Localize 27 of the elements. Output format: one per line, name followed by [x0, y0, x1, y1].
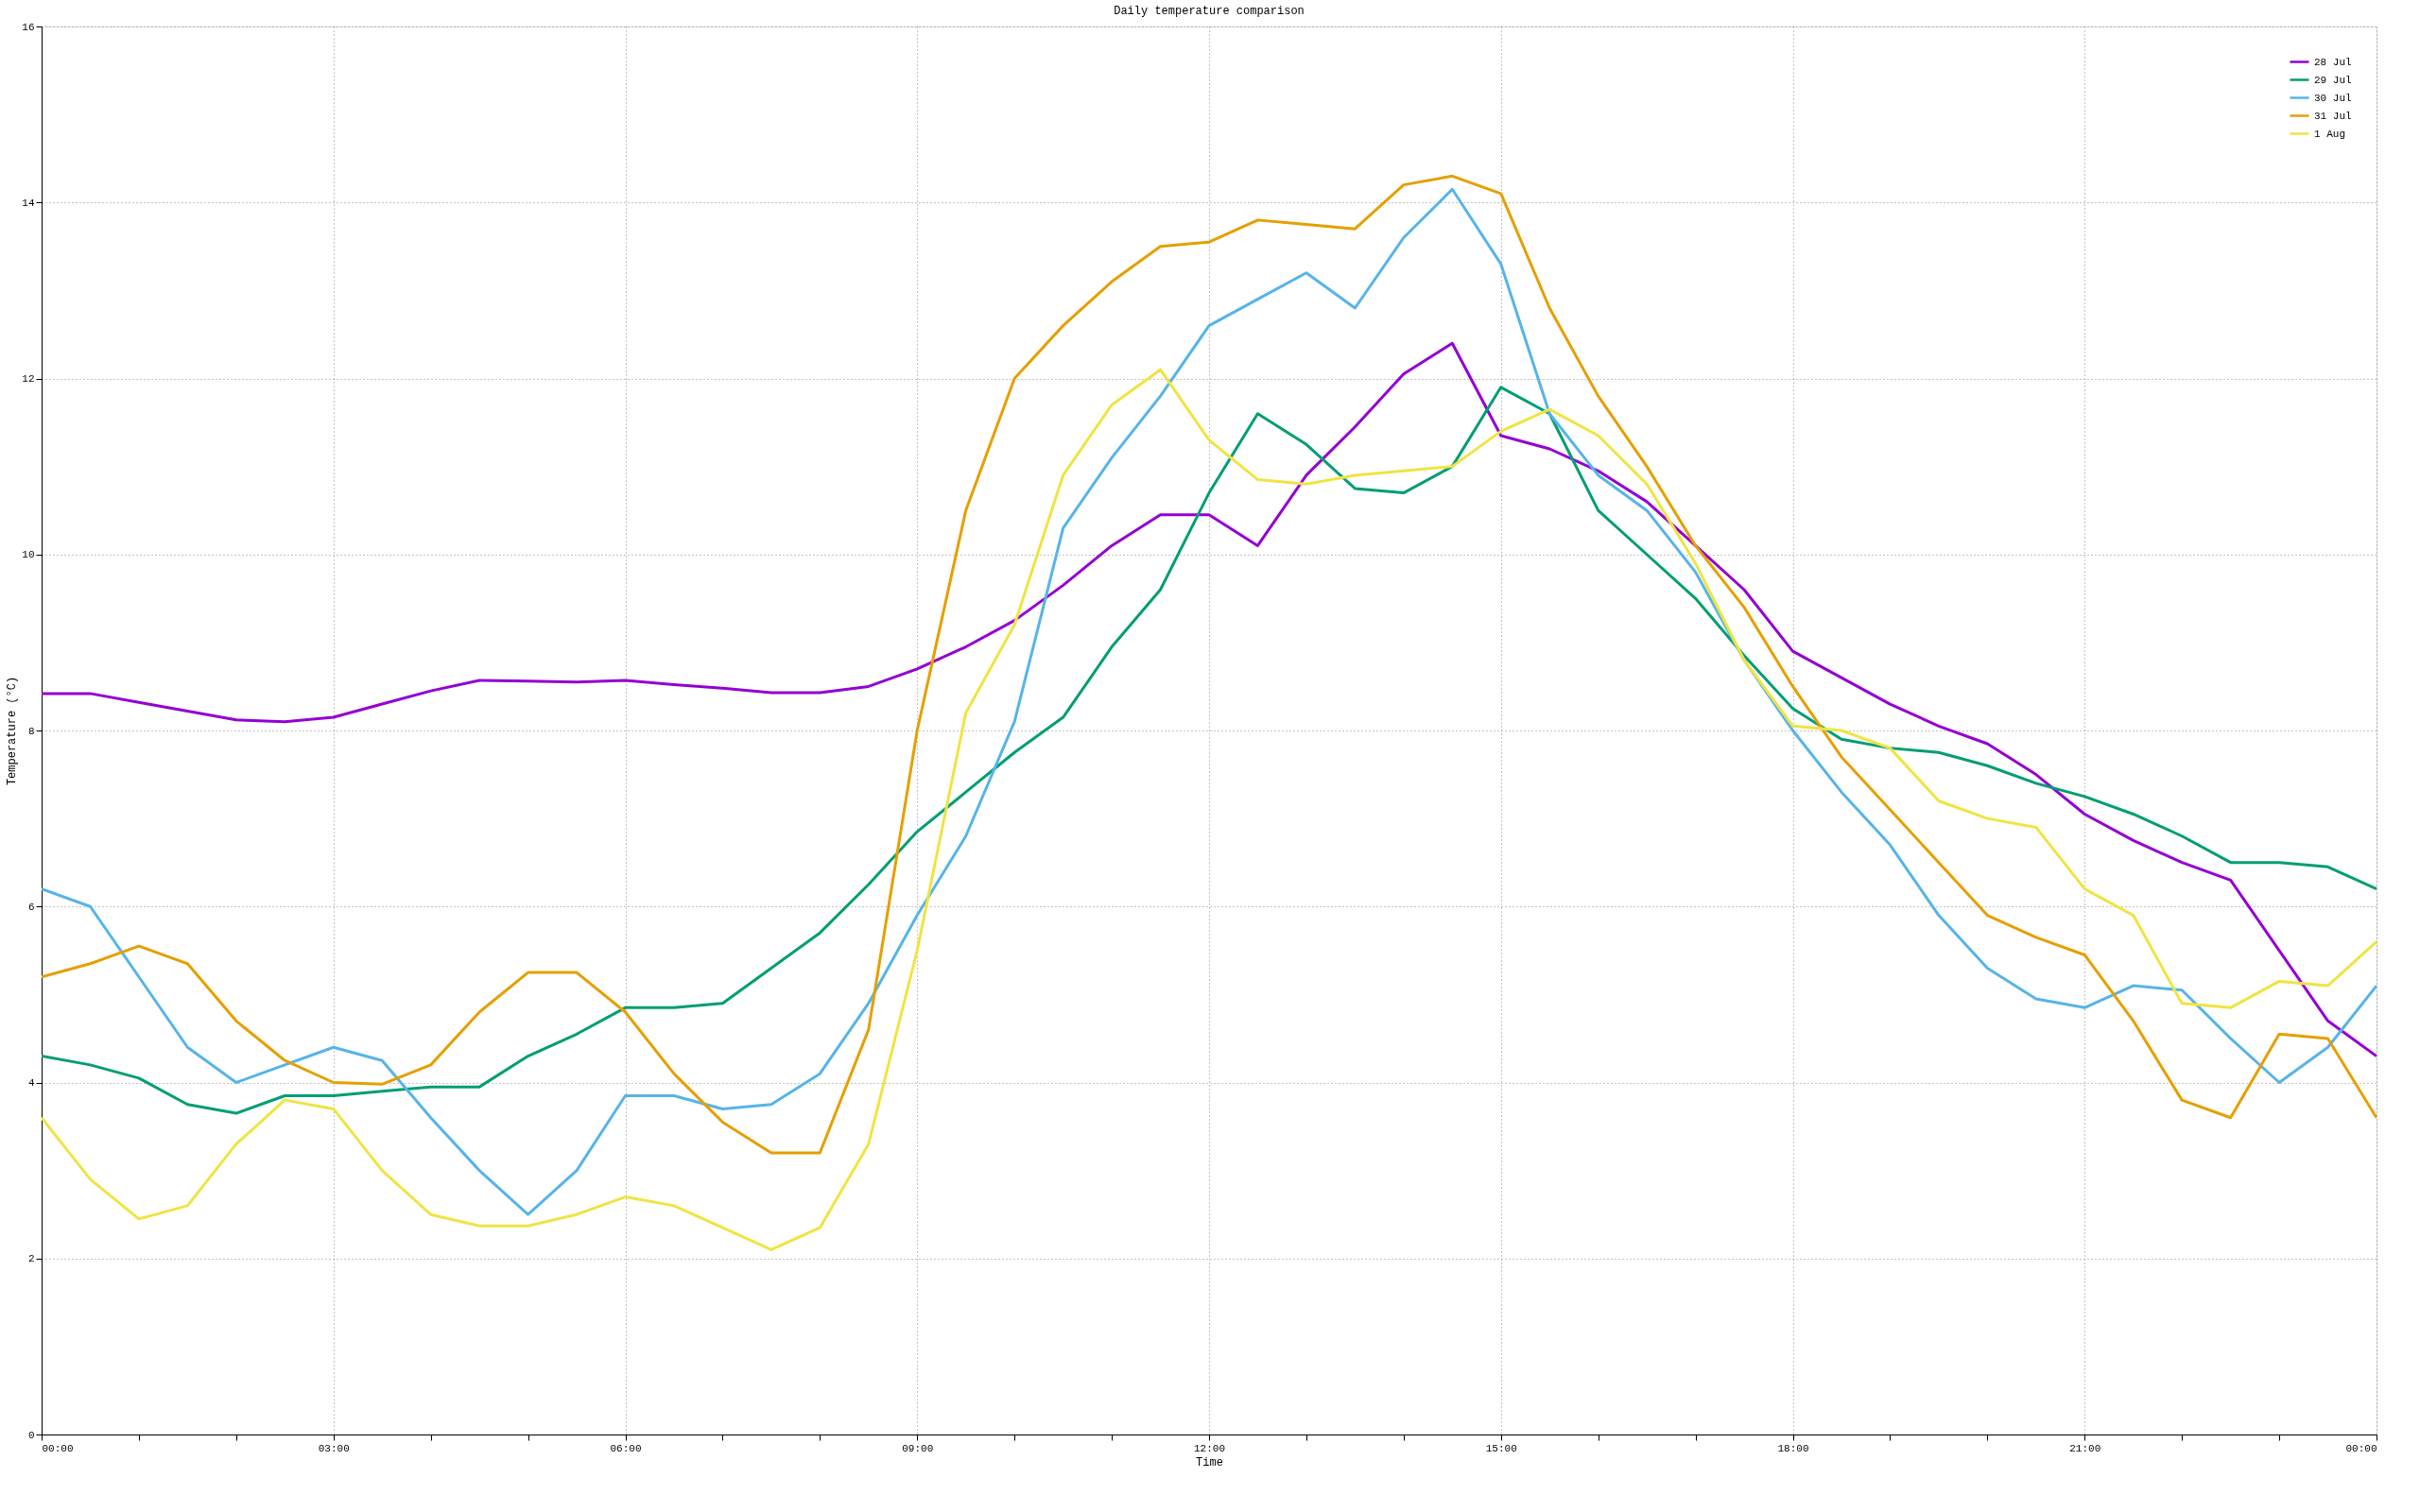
x-tick-label: 18:00	[1777, 1442, 1809, 1454]
legend-label: 28 Jul	[2314, 56, 2352, 68]
x-tick-label: 09:00	[902, 1442, 934, 1454]
y-tick-label: 14	[22, 197, 35, 209]
y-tick-label: 12	[22, 373, 35, 385]
x-tick-label: 00:00	[42, 1442, 74, 1454]
legend-label: 1 Aug	[2314, 128, 2346, 140]
y-tick-label: 0	[27, 1429, 35, 1441]
x-tick-label: 03:00	[318, 1442, 350, 1454]
y-tick-label: 2	[27, 1253, 35, 1265]
x-tick-label: 15:00	[1485, 1442, 1517, 1454]
y-tick-label: 4	[27, 1077, 35, 1089]
chart-title: Daily temperature comparison	[1114, 5, 1305, 18]
y-tick-label: 8	[27, 725, 35, 737]
legend-label: 29 Jul	[2314, 74, 2352, 86]
line-series	[42, 368, 2377, 1251]
x-tick-label: 12:00	[1193, 1442, 1226, 1454]
x-tick-label: 00:00	[2345, 1442, 2377, 1454]
legend-label: 31 Jul	[2314, 110, 2352, 122]
y-axis-title: Temperature (°C)	[6, 676, 20, 786]
y-tick-label: 10	[22, 549, 35, 561]
x-axis-title: Time	[1196, 1455, 1223, 1469]
x-tick-label: 06:00	[610, 1442, 642, 1454]
y-tick-label: 16	[22, 21, 35, 33]
y-tick-label: 6	[27, 901, 35, 913]
x-tick-label: 21:00	[2069, 1442, 2101, 1454]
legend-label: 30 Jul	[2314, 92, 2352, 104]
